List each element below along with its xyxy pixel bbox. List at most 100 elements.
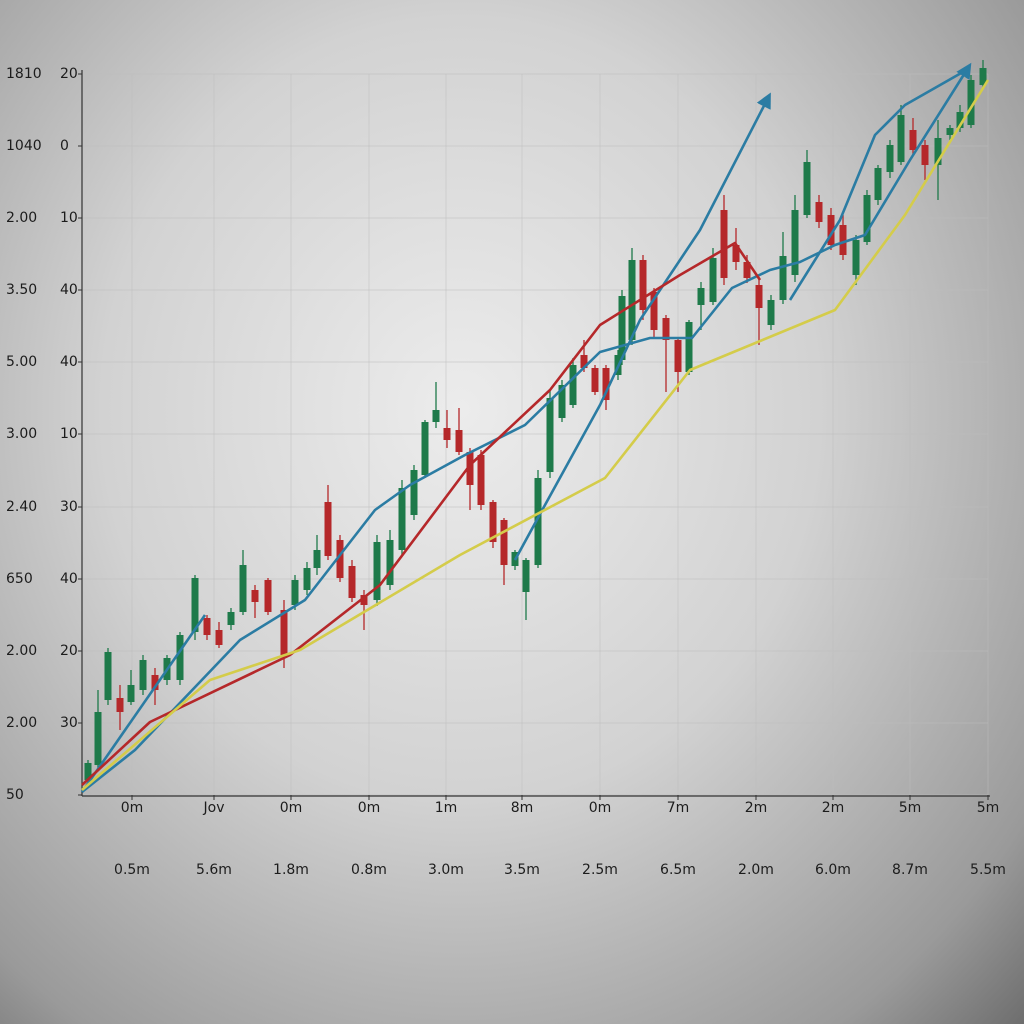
trend-line xyxy=(81,241,762,786)
x-tick-label: 0m xyxy=(280,800,303,816)
candle-body xyxy=(191,578,199,632)
candle-body xyxy=(432,410,440,422)
candle-body xyxy=(743,262,751,278)
y2-tick-label: 30 xyxy=(60,499,78,515)
y2-tick-label: 20 xyxy=(60,643,78,659)
candle-body xyxy=(874,168,882,200)
y-tick-label: 2.00 xyxy=(6,643,37,659)
candle-body xyxy=(104,652,112,700)
x-tick-label: 0m xyxy=(589,800,612,816)
candle-body xyxy=(767,300,775,325)
x-sublabel: 6.5m xyxy=(660,862,696,878)
candle-body xyxy=(313,550,321,568)
candle-body xyxy=(827,215,835,245)
candle-body xyxy=(410,470,418,515)
candle-body xyxy=(522,560,530,592)
candle-body xyxy=(685,322,693,372)
y2-tick-label: 30 xyxy=(60,715,78,731)
x-sublabel: 5.5m xyxy=(970,862,1006,878)
y2-tick-label: 0 xyxy=(60,138,69,154)
candle-body xyxy=(239,565,247,612)
candle-body xyxy=(956,112,964,128)
grid xyxy=(82,73,989,796)
candle-body xyxy=(558,385,566,418)
candle-body xyxy=(569,365,577,405)
y-tick-label: 2.40 xyxy=(6,499,37,515)
candle-body xyxy=(897,115,905,162)
x-tick-label: 0m xyxy=(358,800,381,816)
candle-body xyxy=(500,520,508,565)
candle-body xyxy=(697,288,705,305)
candle-body xyxy=(84,763,92,780)
candle-body xyxy=(662,318,670,340)
candle-body xyxy=(303,568,311,590)
candle-body xyxy=(251,590,259,602)
candle-body xyxy=(618,296,626,360)
x-tick-label: 8m xyxy=(511,800,534,816)
candle-body xyxy=(324,502,332,556)
candle-body xyxy=(628,260,636,340)
candle-body xyxy=(580,355,588,368)
y-tick-label: 1040 xyxy=(6,138,42,154)
candle-body xyxy=(934,138,942,165)
x-tick-label: 0m xyxy=(121,800,144,816)
trend-line xyxy=(81,62,972,794)
trend-line xyxy=(81,79,990,791)
x-sublabel: 0.5m xyxy=(114,862,150,878)
y-tick-label: 5.00 xyxy=(6,354,37,370)
candle-body xyxy=(398,488,406,550)
candle-body xyxy=(909,130,917,150)
candle-body xyxy=(94,712,102,765)
y2-tick-label: 40 xyxy=(60,282,78,298)
x-sublabel: 1.8m xyxy=(273,862,309,878)
candle-body xyxy=(921,145,929,165)
candle-body xyxy=(639,260,647,310)
y2-tick-label: 40 xyxy=(60,354,78,370)
candle-body xyxy=(967,80,975,125)
y2-tick-label: 20 xyxy=(60,66,78,82)
candle-body xyxy=(227,612,235,625)
candle-body xyxy=(443,428,451,440)
candle-body xyxy=(709,258,717,302)
candle-body xyxy=(264,580,272,612)
candle-body xyxy=(348,566,356,598)
candle-body xyxy=(373,542,381,600)
candle-body xyxy=(602,368,610,400)
y-tick-label: 2.00 xyxy=(6,715,37,731)
x-sublabel: 8.7m xyxy=(892,862,928,878)
x-sublabel: 6.0m xyxy=(815,862,851,878)
x-sublabel: 0.8m xyxy=(351,862,387,878)
candle-body xyxy=(139,660,147,690)
y-tick-label: 3.00 xyxy=(6,426,37,442)
candle-body xyxy=(886,145,894,172)
candle-body xyxy=(215,630,223,645)
candle-body xyxy=(386,540,394,585)
candle-body xyxy=(720,210,728,278)
candle-body xyxy=(421,422,429,475)
candle-body xyxy=(791,210,799,275)
candle-body xyxy=(116,698,124,712)
candle-body xyxy=(489,502,497,542)
y2-tick-label: 10 xyxy=(60,210,78,226)
x-tick-label: 5m xyxy=(899,800,922,816)
y2-tick-label: 10 xyxy=(60,426,78,442)
y-tick-label: 650 xyxy=(6,571,33,587)
x-tick-label: 2m xyxy=(745,800,768,816)
x-tick-label: 5m xyxy=(977,800,1000,816)
y-tick-label: 3.50 xyxy=(6,282,37,298)
candle-body xyxy=(650,292,658,330)
x-tick-label: Jov xyxy=(203,800,225,816)
candle-body xyxy=(360,595,368,605)
x-tick-label: 2m xyxy=(822,800,845,816)
candle-body xyxy=(546,398,554,472)
x-sublabel: 3.5m xyxy=(504,862,540,878)
x-tick-label: 1m xyxy=(435,800,458,816)
x-sublabel: 2.5m xyxy=(582,862,618,878)
candle-body xyxy=(852,240,860,275)
candle-body xyxy=(291,580,299,605)
candle-body xyxy=(455,430,463,452)
trend-line xyxy=(513,92,771,561)
candle-body xyxy=(280,610,288,655)
y2-tick-label: 40 xyxy=(60,571,78,587)
